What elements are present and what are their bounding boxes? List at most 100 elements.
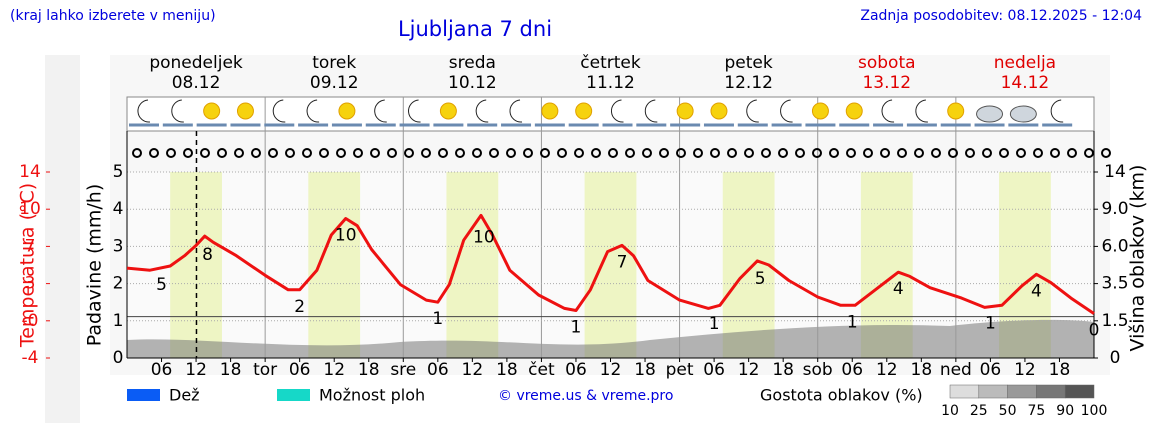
wind-calm <box>914 148 924 158</box>
cloud-icon <box>976 105 1004 123</box>
x-tick-label: sre <box>390 360 416 380</box>
temperature-label: 0 <box>1089 321 1100 341</box>
wind-calm <box>319 148 329 158</box>
temperature-label: 1 <box>847 312 858 332</box>
cloud-icon <box>1009 105 1037 123</box>
wind-calm <box>268 148 278 158</box>
y2-tick-label: 1.5 <box>1101 311 1128 331</box>
wind-calm <box>472 148 482 158</box>
x-tick-label: 06 <box>841 360 863 380</box>
temperature-tick-label: -4 <box>22 348 39 368</box>
wind-calm <box>863 148 873 158</box>
wind-calm <box>285 148 295 158</box>
day-date: 10.12 <box>448 73 497 93</box>
density-label: 50 <box>999 403 1017 419</box>
sun-icon <box>203 102 221 120</box>
temperature-tick-label: 7 <box>25 236 36 256</box>
moon-icon <box>610 99 624 123</box>
moon-icon <box>137 99 151 123</box>
temperature-label: 10 <box>335 226 357 246</box>
day-name: petek <box>725 53 773 73</box>
x-tick-label: 12 <box>1014 360 1036 380</box>
day-date: 12.12 <box>724 73 773 93</box>
wind-calm <box>132 148 142 158</box>
density-swatch <box>949 384 980 399</box>
y-tick-label: 0 <box>113 348 124 368</box>
cloud-layer <box>127 319 1094 358</box>
wind-calm <box>455 148 465 158</box>
day-name: četrtek <box>580 53 641 73</box>
day-name: torek <box>312 53 356 73</box>
day-date: 08.12 <box>172 73 221 93</box>
wind-calm <box>149 148 159 158</box>
y2-tick-label: 0 <box>1110 348 1121 368</box>
x-tick-label: ned <box>940 360 972 380</box>
sun-icon <box>541 102 559 120</box>
x-tick-label: 06 <box>427 360 449 380</box>
wind-calm <box>183 148 193 158</box>
wind-calm <box>370 148 380 158</box>
temperature-label: 1 <box>709 314 720 334</box>
x-tick-label: 12 <box>185 360 207 380</box>
temperature-tick-label: -0 <box>22 311 39 331</box>
x-tick-label: 18 <box>911 360 933 380</box>
temperature-line <box>126 213 1095 315</box>
density-label: 90 <box>1056 403 1074 419</box>
sun-icon <box>338 102 356 120</box>
wind-calm <box>625 148 635 158</box>
wind-calm <box>982 148 992 158</box>
wind-calm <box>591 148 601 158</box>
temperature-label: 7 <box>617 252 628 272</box>
density-label: 100 <box>1081 403 1108 419</box>
x-tick-label: čet <box>528 360 555 380</box>
temperature-label: 1 <box>571 317 582 337</box>
day-name: sobota <box>858 53 916 73</box>
y2-axis-label: Višina oblakov (km) <box>1127 165 1149 352</box>
x-tick-label: 18 <box>1049 360 1071 380</box>
y2-tick-label: 14 <box>1104 162 1126 182</box>
wind-calm <box>387 148 397 158</box>
wind-calm <box>234 148 244 158</box>
moon-icon <box>306 99 320 123</box>
wind-calm <box>506 148 516 158</box>
sun-icon <box>575 102 593 120</box>
x-tick-label: pet <box>666 360 694 380</box>
wind-calm <box>557 148 567 158</box>
moon-icon <box>644 99 658 123</box>
wind-calm <box>217 148 227 158</box>
wind-calm <box>200 148 210 158</box>
y2-tick-label: 6.0 <box>1101 236 1128 256</box>
density-label: 75 <box>1027 403 1045 419</box>
temperature-label: 2 <box>294 297 305 317</box>
wind-calm <box>659 148 669 158</box>
density-swatch <box>1007 384 1037 399</box>
density-label: 25 <box>970 403 988 419</box>
temperature-axis-label: Temperatura (°C) <box>17 183 39 348</box>
wind-calm <box>965 148 975 158</box>
wind-calm <box>846 148 856 158</box>
y-tick-label: 4 <box>113 199 124 219</box>
x-tick-label: 18 <box>634 360 656 380</box>
day-date: 13.12 <box>862 73 911 93</box>
left-panel <box>45 55 80 423</box>
wind-calm <box>744 148 754 158</box>
wind-calm <box>353 148 363 158</box>
density-title: Gostota oblakov (%) <box>760 386 923 405</box>
wind-calm <box>1067 148 1077 158</box>
y-tick-label: 1 <box>113 311 124 331</box>
x-tick-label: 12 <box>600 360 622 380</box>
wind-calm <box>1101 148 1111 158</box>
x-tick-label: 18 <box>772 360 794 380</box>
updated: Zadnja posodobitev: 08.12.2025 - 12:04 <box>860 8 1142 24</box>
x-tick-label: sob <box>803 360 833 380</box>
sun-icon <box>676 102 694 120</box>
density-swatch <box>978 384 1008 399</box>
wind-calm <box>710 148 720 158</box>
x-tick-label: 18 <box>496 360 518 380</box>
temperature-label: 5 <box>156 275 167 295</box>
wind-calm <box>812 148 822 158</box>
x-tick-label: 12 <box>462 360 484 380</box>
day-name: nedelja <box>994 53 1056 73</box>
sun-icon <box>845 102 863 120</box>
